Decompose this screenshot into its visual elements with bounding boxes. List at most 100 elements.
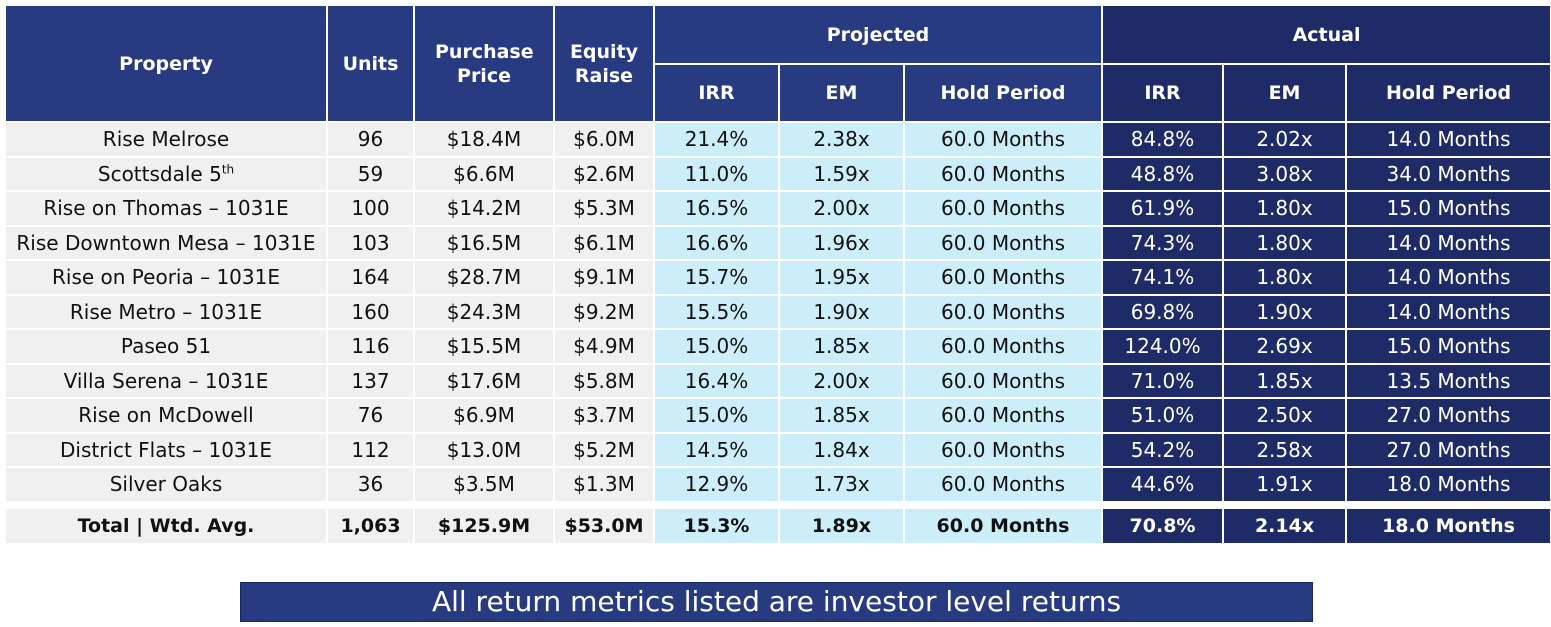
projected-irr-cell: 11.0% — [653, 155, 780, 192]
projected-irr-cell-text: 15.7% — [684, 265, 749, 290]
actual-hold-period-cell-text: 27.0 Months — [1386, 437, 1511, 462]
units-cell-text: 100 — [351, 196, 390, 221]
purchase-price-cell: $6.9M — [413, 397, 555, 434]
total-purchase-price: $125.9M — [413, 506, 555, 545]
projected-em-cell-text: 1.90x — [813, 299, 870, 324]
actual-irr-cell-text: 54.2% — [1130, 437, 1195, 462]
header-property: Property — [4, 4, 328, 123]
header-actual-irr: IRR — [1101, 63, 1225, 123]
equity-raise-cell-text: $5.3M — [573, 196, 635, 221]
actual-hold-period-cell: 13.5 Months — [1345, 362, 1551, 399]
total-projected-em: 1.89x — [778, 506, 905, 545]
units-cell: 100 — [326, 190, 415, 227]
projected-em-cell-text: 1.95x — [813, 265, 870, 290]
projected-hold-period-cell: 60.0 Months — [902, 121, 1104, 158]
purchase-price-cell: $6.6M — [413, 155, 555, 192]
units-cell-text: 164 — [351, 265, 390, 290]
projected-irr-cell: 16.5% — [653, 190, 780, 227]
property-cell: Rise Melrose — [4, 121, 328, 158]
actual-em-cell-text: 1.80x — [1256, 265, 1313, 290]
projected-irr-cell: 21.4% — [653, 121, 780, 158]
purchase-price-cell-text: $15.5M — [446, 334, 522, 359]
projected-em-cell: 2.00x — [778, 362, 905, 399]
table-row: Rise Downtown Mesa – 1031E 103 $16.5M $6.1M… — [4, 224, 1551, 261]
table-row: Rise Metro – 1031E 160 $24.3M $9.2M 15.5% 1.9… — [4, 293, 1551, 330]
projected-em-cell-text: 2.00x — [813, 196, 870, 221]
actual-hold-period-cell: 34.0 Months — [1345, 155, 1551, 192]
actual-em-cell: 1.80x — [1222, 190, 1348, 227]
actual-irr-cell: 71.0% — [1101, 362, 1225, 399]
equity-raise-cell-text: $9.2M — [573, 299, 635, 324]
property-cell-text: Rise on McDowell — [78, 403, 254, 428]
equity-raise-cell: $3.7M — [553, 397, 655, 434]
equity-raise-cell: $1.3M — [553, 466, 655, 503]
projected-hold-period-cell-text: 60.0 Months — [941, 437, 1065, 462]
projected-hold-period-cell: 60.0 Months — [902, 155, 1104, 192]
projected-em-cell: 1.95x — [778, 259, 905, 296]
actual-hold-period-cell-text: 14.0 Months — [1386, 230, 1511, 255]
total-projected-hold-period: 60.0 Months — [902, 506, 1104, 545]
header-projected: Projected — [652, 4, 1104, 65]
property-cell-text: Rise on Thomas – 1031E — [43, 196, 289, 221]
units-cell: 36 — [326, 466, 415, 503]
actual-hold-period-cell-text: 18.0 Months — [1386, 472, 1511, 497]
projected-em-cell: 1.85x — [778, 328, 905, 365]
actual-irr-cell: 124.0% — [1101, 328, 1225, 365]
projected-hold-period-cell: 60.0 Months — [902, 190, 1104, 227]
projected-irr-cell: 16.4% — [653, 362, 780, 399]
equity-raise-cell: $5.3M — [553, 190, 655, 227]
property-cell-text: District Flats – 1031E — [59, 437, 273, 462]
actual-em-cell: 1.80x — [1222, 259, 1348, 296]
purchase-price-cell-text: $28.7M — [446, 265, 522, 290]
actual-hold-period-cell: 14.0 Months — [1345, 259, 1551, 296]
projected-irr-cell: 15.0% — [653, 397, 780, 434]
total-units: 1,063 — [326, 506, 415, 545]
property-cell: Rise Downtown Mesa – 1031E — [4, 224, 328, 261]
units-cell-text: 96 — [357, 127, 384, 152]
total-row: Total | Wtd. Avg. 1,063 $125.9M $53.0M 1… — [4, 506, 1551, 545]
units-cell-text: 36 — [357, 472, 384, 497]
projected-em-cell-text: 1.84x — [813, 437, 870, 462]
purchase-price-cell-text: $16.5M — [446, 230, 522, 255]
equity-raise-cell: $6.0M — [553, 121, 655, 158]
actual-hold-period-cell-text: 27.0 Months — [1386, 403, 1511, 428]
actual-em-cell-text: 2.50x — [1256, 403, 1313, 428]
property-cell: Paseo 51 — [4, 328, 328, 365]
table-row: Rise on McDowell 76 $6.9M $3.7M 15.0% 1.85x 60… — [4, 397, 1551, 434]
units-cell: 160 — [326, 293, 415, 330]
projected-hold-period-cell: 60.0 Months — [902, 362, 1104, 399]
actual-irr-cell: 69.8% — [1101, 293, 1225, 330]
header-actual-em: EM — [1222, 63, 1348, 123]
table-row: Villa Serena – 1031E 137 $17.6M $5.8M 16.4% 2… — [4, 362, 1551, 399]
property-cell: District Flats – 1031E — [4, 431, 328, 468]
actual-em-cell: 1.80x — [1222, 224, 1348, 261]
property-cell-text: Rise on Peoria – 1031E — [52, 265, 280, 290]
projected-irr-cell-text: 12.9% — [684, 472, 749, 497]
actual-hold-period-cell: 15.0 Months — [1345, 328, 1551, 365]
projected-hold-period-cell: 60.0 Months — [902, 397, 1104, 434]
projected-em-cell: 1.84x — [778, 431, 905, 468]
table-row: Silver Oaks 36 $3.5M $1.3M 12.9% 1.73x 60.0 Mo… — [4, 466, 1551, 503]
equity-raise-cell: $6.1M — [553, 224, 655, 261]
actual-irr-cell-text: 74.3% — [1130, 230, 1195, 255]
header-actual: Actual — [1101, 4, 1551, 65]
actual-hold-period-cell: 14.0 Months — [1345, 121, 1551, 158]
property-cell-text: Rise Downtown Mesa – 1031E — [16, 230, 316, 255]
property-cell: Rise on Thomas – 1031E — [4, 190, 328, 227]
actual-irr-cell-text: 69.8% — [1130, 299, 1195, 324]
total-equity-raise: $53.0M — [553, 506, 655, 545]
actual-irr-cell-text: 44.6% — [1130, 472, 1195, 497]
actual-irr-cell-text: 51.0% — [1130, 403, 1195, 428]
actual-em-cell-text: 2.58x — [1256, 437, 1313, 462]
actual-em-cell: 1.91x — [1222, 466, 1348, 503]
projected-hold-period-cell: 60.0 Months — [902, 466, 1104, 503]
header-projected-hold-period: Hold Period — [902, 63, 1104, 123]
actual-hold-period-cell: 27.0 Months — [1345, 431, 1551, 468]
projected-em-cell-text: 2.38x — [813, 127, 870, 152]
equity-raise-cell-text: $5.2M — [573, 437, 635, 462]
actual-hold-period-cell: 15.0 Months — [1345, 190, 1551, 227]
units-cell: 103 — [326, 224, 415, 261]
projected-irr-cell-text: 21.4% — [684, 127, 749, 152]
units-cell: 137 — [326, 362, 415, 399]
projected-hold-period-cell: 60.0 Months — [902, 224, 1104, 261]
